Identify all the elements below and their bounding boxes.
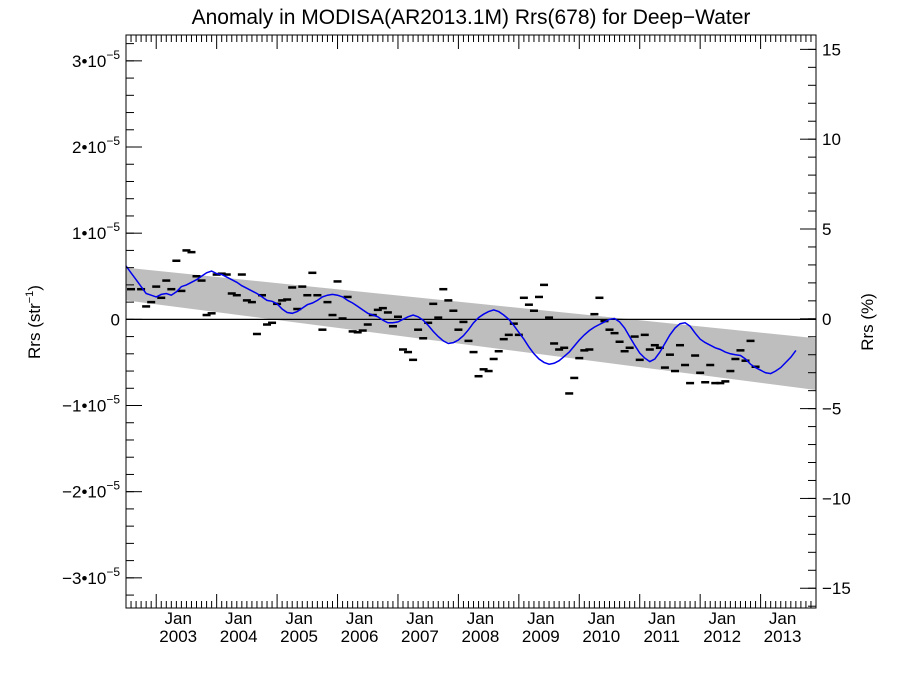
y-tick-label-mantissa: 1•10 [72,224,106,243]
y-tick-label-mantissa: 2•10 [72,138,106,157]
x-tick-label-month: Jan [406,609,433,628]
y2-tick-label: 15 [822,40,841,59]
y2-tick-label: 5 [822,220,831,239]
x-tick-label-month: Jan [527,609,554,628]
series-line-0 [125,265,797,375]
y-tick-label: −3•10−5 [62,565,120,588]
x-tick-label-month: Jan [285,609,312,628]
y-tick-label: −2•10−5 [62,479,120,502]
plot-frame [125,34,817,609]
x-tick-label-month: Jan [769,609,796,628]
x-tick-label-year: 2012 [703,627,741,646]
x-tick-label-year: 2013 [764,627,802,646]
y-tick-label: 1•10−5 [72,220,120,243]
x-tick-label-month: Jan [588,609,615,628]
y-tick-label-exponent: −5 [106,393,120,407]
x-tick-label-month: Jan [225,609,252,628]
y-tick-label-mantissa: 0 [111,310,120,329]
y-tick-label-exponent: −5 [106,220,120,234]
axes: −3•10−5−2•10−5−1•10−501•10−52•10−53•10−5… [62,34,851,646]
trend-band [126,267,816,391]
y2-tick-label: 0 [822,310,831,329]
x-tick-label-month: Jan [165,609,192,628]
x-tick-label-month: Jan [346,609,373,628]
x-tick-label-year: 2008 [461,627,499,646]
y-tick-label-mantissa: −2•10 [62,483,106,502]
y-tick-label: −1•10−5 [62,393,120,416]
x-tick-label-year: 2007 [401,627,439,646]
x-tick-label-year: 2004 [220,627,258,646]
y2-tick-label: −5 [822,400,841,419]
y-tick-label-exponent: −5 [106,565,120,579]
y-tick-label: 2•10−5 [72,134,120,157]
svg-text:Rrs (str−1): Rrs (str−1) [24,285,44,359]
y-axis-left-label-text: Rrs (str [25,303,44,359]
y2-tick-label: 10 [822,130,841,149]
x-tick-label-year: 2009 [522,627,560,646]
y-tick-label-mantissa: 3•10 [72,52,106,71]
y-tick-label-exponent: −5 [106,479,120,493]
y-tick-label-exponent: −5 [106,134,120,148]
x-tick-label-year: 2006 [341,627,379,646]
y-axis-right-label-text: Rrs (%) [858,293,877,351]
y2-tick-label: −10 [822,489,851,508]
x-tick-label-year: 2010 [582,627,620,646]
y-tick-label-mantissa: −1•10 [62,397,106,416]
x-tick-label-month: Jan [708,609,735,628]
y-tick-label-exponent: −5 [106,48,120,62]
y-tick-label-mantissa: −3•10 [62,569,106,588]
chart-title: Anomaly in MODISA(AR2013.1M) Rrs(678) fo… [192,6,751,29]
y-tick-label: 0 [111,310,120,329]
y-axis-left-label-sup: −1 [24,291,36,304]
plot-area [125,249,816,395]
x-tick-label-year: 2003 [159,627,197,646]
y2-tick-label: −15 [822,579,851,598]
y-axis-left-label: Rrs (str−1) [24,285,44,359]
x-tick-label-month: Jan [648,609,675,628]
x-tick-label-month: Jan [467,609,494,628]
y-axis-right-label: Rrs (%) [858,293,877,351]
x-tick-label-year: 2005 [280,627,318,646]
y-axis-left-label-close: ) [25,285,44,291]
y-tick-label: 3•10−5 [72,48,120,71]
x-tick-label-year: 2011 [643,627,680,646]
